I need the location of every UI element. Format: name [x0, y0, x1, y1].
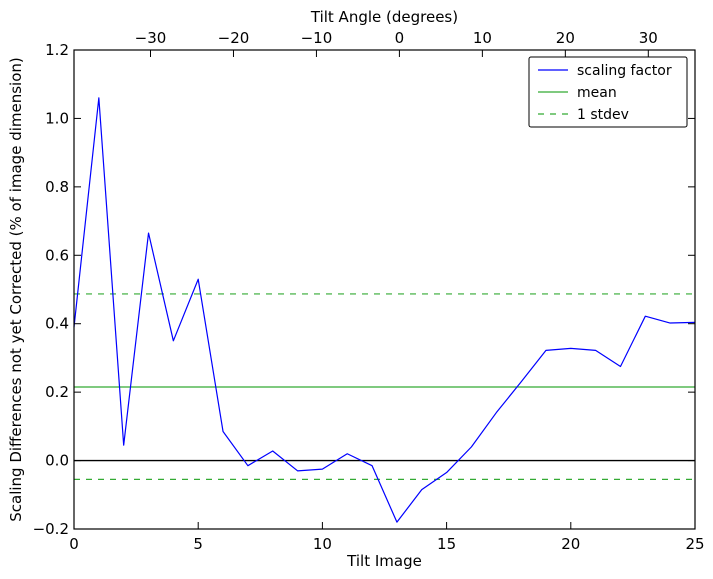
y-tick-label-1: 0.0 [45, 452, 69, 470]
y-tick-label-4: 0.6 [45, 246, 69, 264]
y-tick-label-7: 1.2 [45, 41, 69, 59]
top-axis-label: Tilt Angle (degrees) [310, 8, 458, 26]
top-tick-label-6: 30 [639, 29, 658, 47]
legend-label-mean: mean [577, 85, 617, 101]
axis-ticks: 0 5 10 15 20 25 −0.2 0.0 0.2 0.4 0.6 0.8 1.0 1.2 −30 −2… [33, 29, 705, 553]
y-tick-label-2: 0.2 [45, 383, 69, 401]
top-tick-label-2: −10 [301, 29, 333, 47]
x-tick-label-3: 15 [437, 535, 456, 553]
y-tick-label-5: 0.8 [45, 178, 69, 196]
legend-label-stdev: 1 stdev [577, 107, 629, 123]
x-axis-label: Tilt Image [346, 552, 422, 570]
reference-lines [74, 293, 695, 480]
y-tick-label-3: 0.4 [45, 315, 69, 333]
x-tick-label-4: 20 [561, 535, 580, 553]
x-tick-label-0: 0 [69, 535, 79, 553]
series-line-0 [73, 97, 696, 523]
legend-label-scaling-factor: scaling factor [577, 63, 672, 79]
legend: scaling factor mean 1 stdev [528, 56, 688, 128]
y-tick-label-6: 1.0 [45, 109, 69, 127]
plot-frame [73, 49, 696, 530]
y-tick-label-0: −0.2 [33, 520, 69, 538]
x-tick-label-2: 10 [313, 535, 332, 553]
y-axis-label: Scaling Differences not yet Corrected (%… [7, 57, 25, 522]
top-tick-label-5: 20 [556, 29, 575, 47]
top-tick-label-3: 0 [395, 29, 405, 47]
top-tick-label-0: −30 [135, 29, 167, 47]
data-series [73, 97, 696, 523]
legend-box [528, 56, 688, 128]
top-tick-label-4: 10 [473, 29, 492, 47]
top-tick-label-1: −20 [218, 29, 250, 47]
x-tick-label-5: 25 [685, 535, 704, 553]
x-tick-label-1: 5 [193, 535, 203, 553]
